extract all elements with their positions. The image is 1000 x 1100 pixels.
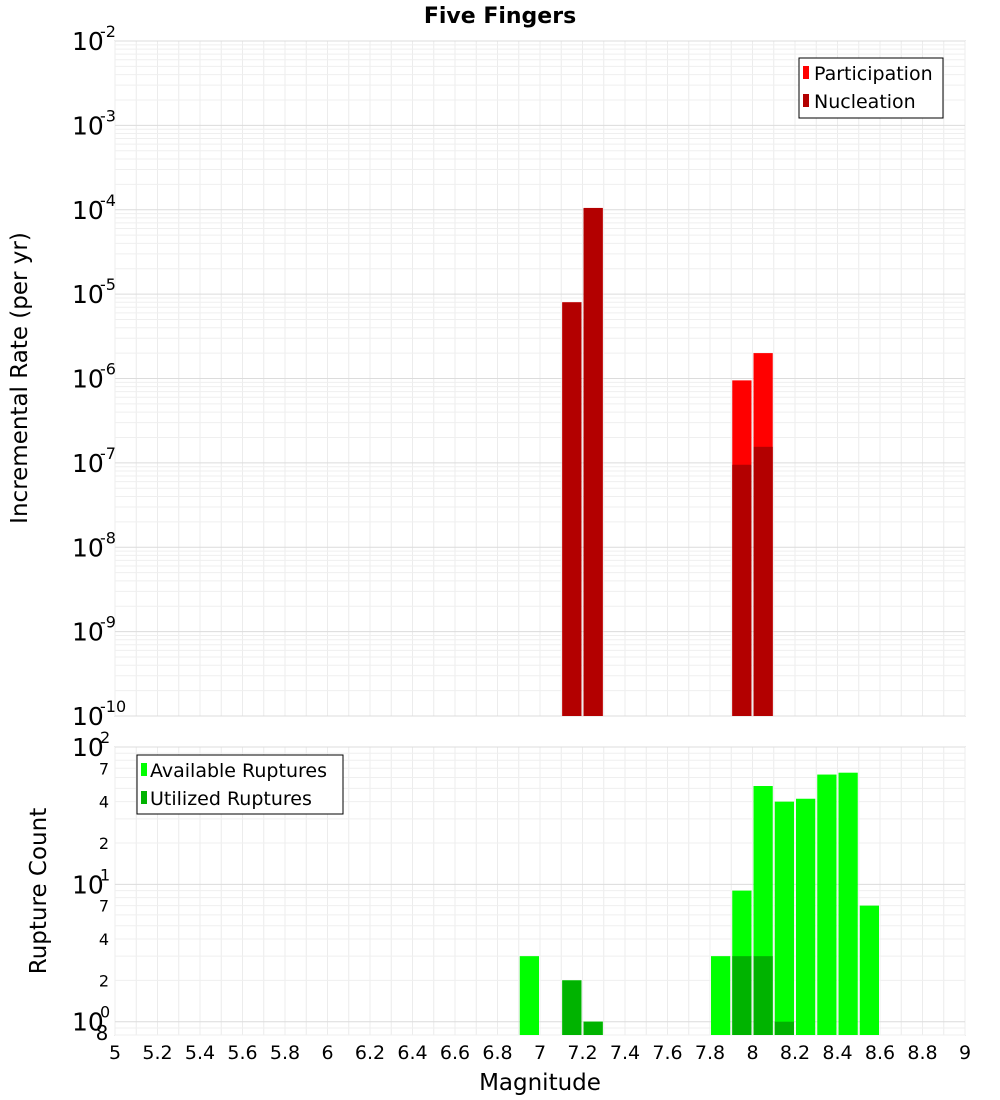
x-tick-label: 6.4 [397,1042,427,1064]
available-ruptures-bar [774,801,794,1035]
legend-label-participation: Participation [814,63,933,85]
utilized-ruptures-bar [732,956,752,1035]
y-tick-exponent: 0 [100,1003,110,1022]
y-tick-label: 10 [72,533,104,562]
x-tick-label: 6.6 [440,1042,470,1064]
x-tick-label: 8.8 [907,1042,937,1064]
y-minor-tick-label: 8 [96,1021,109,1045]
y-tick-label: 10 [72,280,104,309]
available-ruptures-bar [859,905,879,1035]
y-tick-exponent: 1 [100,865,110,884]
y-tick-exponent: 2 [100,728,110,747]
x-tick-label: 5.6 [227,1042,257,1064]
y-minor-tick-label: 7 [99,759,109,778]
y-tick-label: 10 [72,870,104,899]
utilized-ruptures-bar [583,1021,603,1035]
legend-swatch-utilized [141,791,147,804]
x-tick-label: 9 [959,1042,971,1064]
legend-label-available: Available Ruptures [150,760,327,782]
y-tick-label: 10 [72,449,104,478]
nucleation-bar [732,464,752,716]
y-minor-tick-label: 2 [99,834,109,853]
legend-swatch-nucleation [803,94,809,107]
y-minor-tick-label: 2 [99,971,109,990]
top-y-axis-label: Incremental Rate (per yr) [7,232,33,524]
y-tick-exponent: -5 [100,275,116,294]
available-ruptures-bar [817,774,837,1035]
bottom-legend: Available Ruptures Utilized Ruptures [136,754,344,815]
y-tick-label: 10 [72,111,104,140]
y-tick-label: 10 [72,733,104,762]
y-tick-exponent: -9 [100,613,116,632]
x-tick-label: 7.4 [610,1042,640,1064]
nucleation-bar [583,207,603,716]
legend-swatch-participation [803,66,809,79]
x-tick-label: 7 [534,1042,546,1064]
top-legend-box [798,57,944,119]
bottom-legend-box [136,754,344,815]
x-tick-label: 5.2 [142,1042,172,1064]
x-tick-label: 5.8 [270,1042,300,1064]
x-axis-label: Magnitude [479,1070,601,1096]
y-tick-label: 10 [72,365,104,394]
top-legend: Participation Nucleation [798,57,944,119]
utilized-ruptures-bar [774,1021,794,1035]
y-minor-tick-label: 4 [99,930,109,949]
y-tick-exponent: -8 [100,528,116,547]
x-tick-label: 6.8 [482,1042,512,1064]
y-tick-label: 10 [72,27,104,56]
nucleation-bar [562,302,582,716]
utilized-ruptures-bar [753,956,773,1035]
y-tick-exponent: -3 [100,106,116,125]
utilized-ruptures-bar [562,980,582,1035]
x-tick-label: 7.6 [652,1042,682,1064]
y-tick-exponent: -4 [100,191,116,210]
y-tick-exponent: -7 [100,444,116,463]
chart-title: Five Fingers [424,4,576,29]
y-tick-exponent: -10 [100,697,126,716]
available-ruptures-bar [711,956,731,1035]
y-tick-exponent: -2 [100,22,116,41]
x-tick-label: 6.2 [355,1042,385,1064]
legend-swatch-available [141,763,147,776]
x-tick-label: 5.4 [185,1042,215,1064]
nucleation-bar [753,446,773,716]
x-tick-label: 7.2 [567,1042,597,1064]
y-tick-label: 10 [72,196,104,225]
top-bars [562,207,773,716]
bottom-y-axis-label: Rupture Count [26,808,52,974]
y-tick-label: 10 [72,1008,104,1037]
y-tick-exponent: -6 [100,360,116,379]
legend-label-nucleation: Nucleation [814,91,916,113]
available-ruptures-bar [519,956,539,1035]
y-minor-tick-label: 4 [99,793,109,812]
x-tick-label: 7.8 [695,1042,725,1064]
available-ruptures-bar [838,772,858,1035]
y-tick-label: 10 [72,618,104,647]
x-tick-label: 8.4 [822,1042,852,1064]
top-gridlines [114,40,966,717]
x-tick-labels: 5 5.2 5.4 5.6 5.8 6 6.2 6.4 6.6 6.8 7 7.2 7.4 7.6 7.8 8… [109,1042,971,1064]
available-ruptures-bar [796,798,816,1035]
y-minor-tick-label: 7 [99,897,109,916]
bottom-bars [519,772,879,1035]
x-tick-label: 6 [321,1042,333,1064]
x-tick-label: 8 [746,1042,758,1064]
y-tick-label: 10 [72,702,104,731]
legend-label-utilized: Utilized Ruptures [150,788,312,810]
x-tick-label: 5 [109,1042,121,1064]
x-tick-label: 8.6 [865,1042,895,1064]
x-tick-label: 8.2 [780,1042,810,1064]
